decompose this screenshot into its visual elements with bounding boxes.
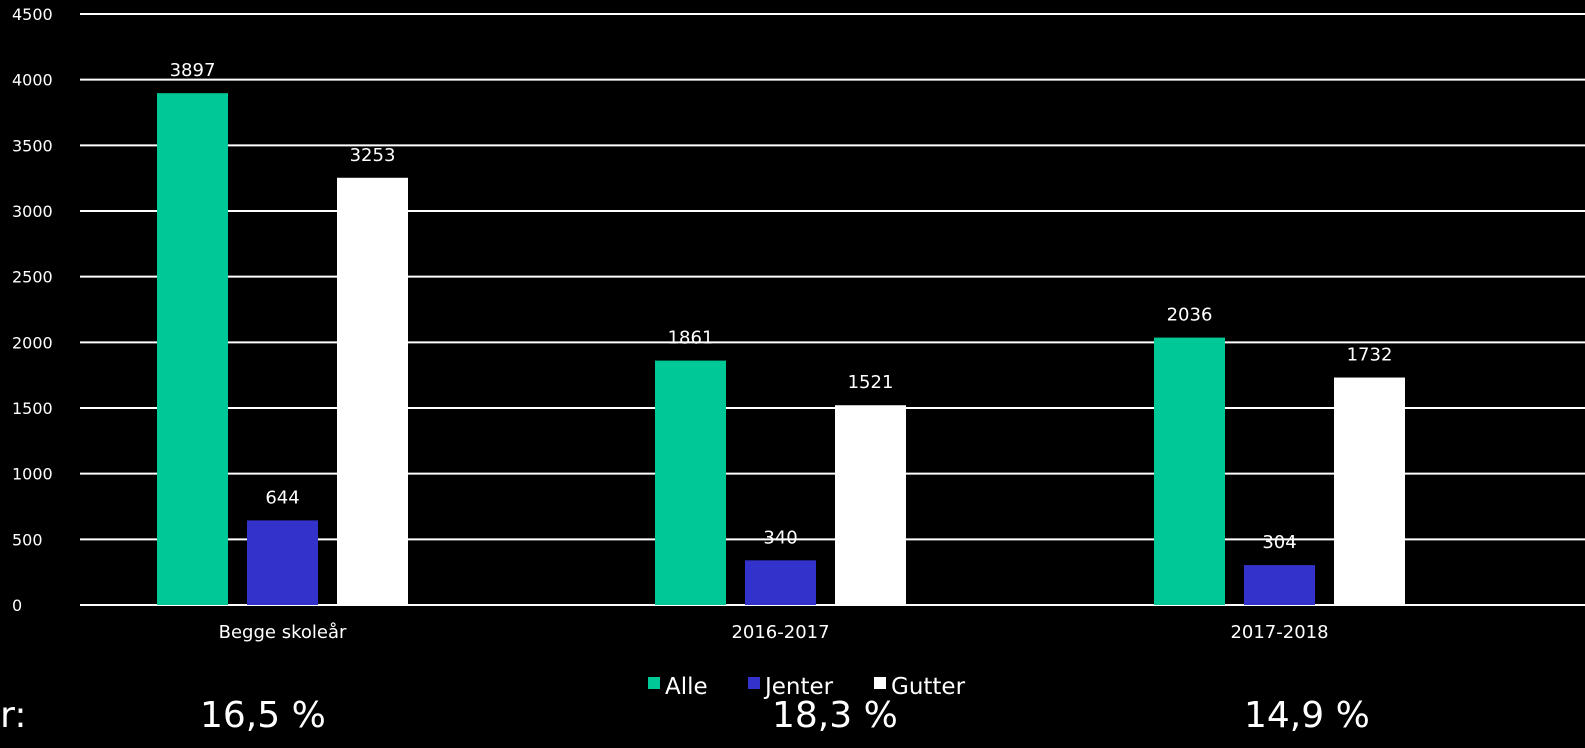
legend-swatch-jenter [748, 677, 760, 689]
legend: Alle Jenter Gutter [648, 674, 966, 700]
bar-jenter [745, 560, 816, 605]
data-label: 1732 [1347, 345, 1393, 366]
x-tick-label: 2016-2017 [731, 622, 829, 643]
bars [157, 93, 1405, 606]
bar-jenter [247, 520, 318, 605]
y-tick-label: 500 [12, 530, 43, 549]
footer-percentage-2: 18,3 % [772, 695, 898, 736]
bar-alle [157, 93, 228, 605]
y-tick-label: 1000 [12, 465, 53, 484]
data-labels: 3897 644 3253 1861 340 1521 2036 304 1732 [170, 60, 1393, 553]
bar-gutter [1334, 377, 1405, 605]
footer-percentage-3: 14,9 % [1244, 695, 1370, 736]
legend-swatch-alle [648, 677, 660, 689]
bar-gutter [835, 405, 906, 605]
data-label: 1861 [668, 328, 714, 349]
y-tick-label: 1500 [12, 399, 53, 418]
data-label: 3253 [350, 145, 396, 166]
x-tick-label: Begge skoleår [219, 622, 347, 643]
data-label: 2036 [1167, 305, 1213, 326]
data-label: 3897 [170, 60, 216, 81]
legend-label-jenter: Jenter [763, 674, 834, 700]
y-tick-label: 4500 [12, 5, 53, 24]
y-axis-ticks: 0 500 1000 1500 2000 2500 3000 3500 4000 4500 [12, 5, 53, 615]
data-label: 340 [763, 527, 797, 548]
bar-alle [655, 360, 726, 605]
data-label: 304 [1262, 532, 1296, 553]
y-tick-label: 0 [12, 596, 22, 615]
y-tick-label: 2000 [12, 333, 53, 352]
y-tick-label: 3500 [12, 136, 53, 155]
bar-gutter [337, 177, 408, 606]
data-label: 1521 [848, 372, 894, 393]
legend-label-gutter: Gutter [891, 674, 966, 700]
x-tick-label: 2017-2018 [1230, 622, 1328, 643]
y-tick-label: 3000 [12, 202, 53, 221]
y-tick-label: 4000 [12, 71, 53, 90]
y-tick-label: 2500 [12, 268, 53, 287]
legend-label-alle: Alle [665, 674, 708, 700]
legend-swatch-gutter [874, 677, 886, 689]
data-label: 644 [265, 487, 299, 508]
x-axis-ticks: Begge skoleår 2016-2017 2017-2018 [219, 622, 1329, 643]
footer-label: er: [0, 695, 27, 736]
bar-alle [1154, 337, 1225, 605]
footer-percentage-1: 16,5 % [200, 695, 326, 736]
gridlines [80, 13, 1585, 606]
bar-jenter [1244, 565, 1315, 605]
